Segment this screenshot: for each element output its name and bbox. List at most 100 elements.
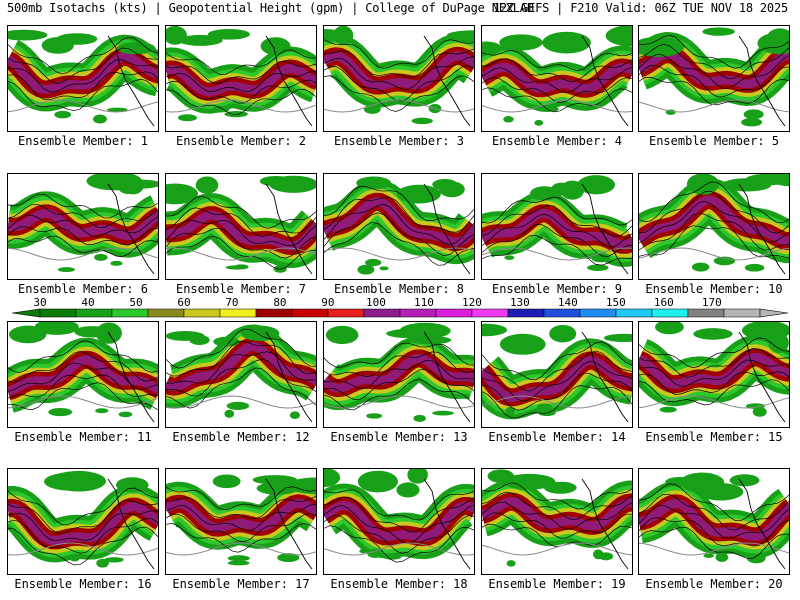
- coastline: [423, 183, 471, 275]
- ensemble-map-panel: [481, 25, 633, 132]
- height-contour: [166, 328, 316, 369]
- wind-area: [741, 118, 763, 127]
- colorbar-cell: [255, 308, 293, 318]
- colorbar-cell: [75, 308, 113, 318]
- height-contour: [166, 496, 316, 520]
- height-contour: [324, 489, 474, 521]
- jet-band: [482, 497, 632, 531]
- height-contour: [166, 71, 316, 92]
- isotach-map: [324, 469, 474, 570]
- wind-area: [499, 34, 543, 51]
- wind-area: [9, 325, 47, 344]
- isotach-map: [8, 322, 158, 423]
- height-contour: [482, 512, 632, 539]
- ensemble-map-panel: [323, 25, 475, 132]
- wind-area: [655, 322, 684, 335]
- height-contour-gray: [8, 99, 158, 113]
- isotach-map: [639, 174, 789, 275]
- height-contour-gray: [482, 99, 632, 113]
- header-title: 500mb Isotachs (kts) | Geopotential Heig…: [7, 1, 534, 15]
- colorbar-cell: [435, 308, 473, 318]
- height-contour: [166, 512, 316, 543]
- colorbar-cell: [399, 308, 437, 318]
- height-contour: [8, 340, 158, 373]
- jet-band: [8, 355, 158, 396]
- height-contour: [8, 350, 158, 383]
- wind-area: [743, 109, 764, 120]
- height-contour: [324, 185, 474, 222]
- jet-band: [324, 353, 474, 393]
- height-contour: [166, 79, 316, 104]
- wind-area: [324, 469, 341, 487]
- member-caption: Ensemble Member: 19: [488, 577, 626, 591]
- coastline: [738, 35, 786, 127]
- wind-area: [446, 30, 474, 41]
- height-contour: [482, 482, 632, 510]
- colorbar-cell: [687, 308, 725, 318]
- member-caption: Ensemble Member: 17: [172, 577, 310, 591]
- wind-area: [356, 176, 392, 190]
- ensemble-map-panel: [323, 173, 475, 280]
- wind-area: [363, 104, 381, 114]
- wind-area: [686, 174, 720, 195]
- isotach-map: [324, 26, 474, 127]
- height-contour: [639, 181, 789, 224]
- wind-area: [357, 470, 398, 493]
- wind-area: [396, 482, 420, 498]
- coastline: [423, 331, 471, 423]
- colorbar-cell: [219, 308, 257, 318]
- wind-area: [52, 470, 106, 492]
- member-caption: Ensemble Member: 14: [488, 430, 626, 444]
- height-contour-gray: [324, 542, 474, 556]
- height-contour: [166, 195, 316, 229]
- wind-area: [256, 481, 300, 495]
- colorbar-tick-label: 170: [701, 296, 722, 309]
- ensemble-map-panel: [638, 173, 790, 280]
- wind-area: [226, 401, 250, 410]
- wind-area: [69, 555, 80, 562]
- colorbar-left-arrow: [11, 308, 41, 318]
- wind-area: [259, 175, 293, 187]
- height-contour: [324, 342, 474, 368]
- colorbar-tick-label: 70: [225, 296, 239, 309]
- wind-area: [166, 183, 199, 205]
- wind-area: [225, 265, 249, 270]
- height-contour: [324, 514, 474, 554]
- height-contour: [482, 523, 632, 547]
- member-caption: Ensemble Member: 16: [14, 577, 152, 591]
- colorbar-tick-label: 60: [177, 296, 191, 309]
- wind-area: [92, 114, 107, 124]
- member-caption: Ensemble Member: 18: [330, 577, 468, 591]
- height-contour: [639, 43, 789, 80]
- height-contour: [639, 212, 789, 251]
- height-contour-gray: [8, 542, 158, 556]
- ensemble-map-panel: [323, 321, 475, 428]
- height-contour: [482, 196, 632, 226]
- wind-area: [534, 119, 544, 126]
- wind-area: [94, 253, 108, 261]
- isotach-map: [482, 323, 632, 423]
- height-contour-gray: [8, 395, 158, 409]
- wind-area: [364, 258, 382, 267]
- colorbar-tick-label: 100: [365, 296, 386, 309]
- coastline: [581, 35, 629, 127]
- height-contour: [482, 49, 632, 71]
- wind-area: [411, 117, 433, 125]
- height-contour-gray: [166, 395, 316, 409]
- member-caption: Ensemble Member: 6: [17, 282, 149, 296]
- jet-band: [639, 352, 789, 389]
- jet-band: [166, 342, 316, 392]
- wind-area: [399, 322, 451, 339]
- member-caption: Ensemble Member: 11: [14, 430, 152, 444]
- wind-area: [260, 37, 291, 56]
- member-caption: Ensemble Member: 7: [175, 282, 307, 296]
- height-contour: [8, 36, 158, 75]
- wind-area: [438, 181, 465, 198]
- wind-area: [741, 322, 789, 341]
- wind-area: [513, 479, 534, 491]
- member-caption: Ensemble Member: 5: [648, 134, 780, 148]
- isotach-map: [482, 469, 632, 570]
- ensemble-map-panel: [481, 468, 633, 575]
- isotach-map: [639, 472, 789, 570]
- height-contour: [324, 496, 474, 533]
